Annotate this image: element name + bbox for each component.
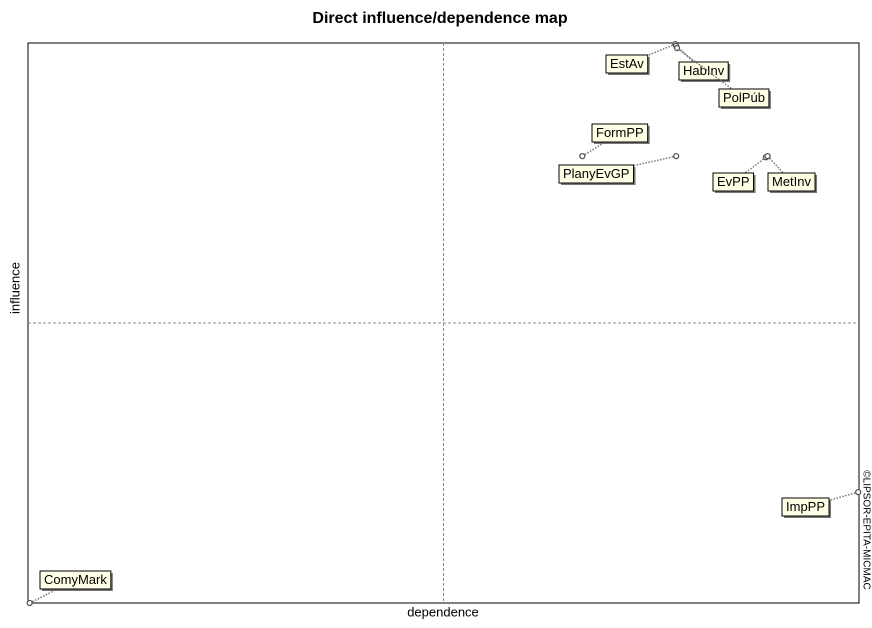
point-label: PlanyEvGP — [563, 166, 629, 181]
label-box — [767, 172, 816, 192]
x-axis-label: dependence — [407, 604, 479, 619]
point-label: EvPP — [717, 174, 750, 189]
marks: EstAv HabInv PolPúb FormPP PlanyEvGP EvPP MetI… — [26, 40, 862, 607]
point-label: PolPúb — [723, 90, 765, 105]
point — [26, 599, 33, 607]
point-label: ImpPP — [786, 499, 825, 514]
point-label: FormPP — [596, 125, 644, 140]
point-label: HabInv — [683, 63, 725, 78]
label-box — [718, 88, 770, 108]
y-axis-label: influence — [7, 262, 22, 314]
point-label: ComyMark — [44, 572, 107, 587]
label-box — [39, 570, 112, 590]
point-label: MetInv — [772, 174, 812, 189]
label-box — [591, 123, 649, 143]
label-box — [605, 54, 649, 74]
point — [579, 152, 586, 160]
credit: ©LIPSOR-EPITA-MICMAC — [860, 470, 871, 589]
label-box — [678, 61, 729, 81]
point-label: EstAv — [610, 56, 644, 71]
label-box — [558, 164, 634, 184]
point — [673, 152, 680, 160]
label-box — [712, 172, 755, 192]
point — [855, 488, 862, 496]
point — [764, 152, 771, 160]
chart-title: Direct influence/dependence map — [312, 10, 567, 27]
label-box — [781, 497, 830, 517]
point — [673, 44, 681, 52]
